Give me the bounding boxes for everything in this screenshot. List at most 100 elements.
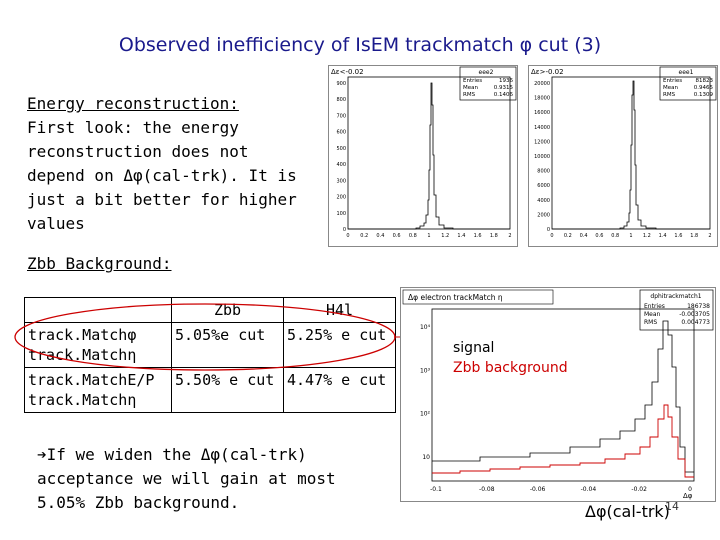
x-tick-label: 1.6 (674, 233, 682, 239)
y-tick-label: 18000 (534, 96, 550, 102)
arrow-icon: ➔ (37, 445, 47, 464)
x-tick-label: 1.2 (643, 233, 651, 239)
x-tick-label: 0.8 (611, 233, 619, 239)
x-tick-label: 1.4 (457, 233, 465, 239)
stats-key: Entries (663, 78, 682, 84)
x-tick-label: 0.4 (376, 233, 384, 239)
y-tick-labels: 10⁴ 10³ 10² 10 (420, 324, 431, 461)
stats-val: 81823 (696, 78, 714, 84)
y-tick-label: 6000 (537, 183, 550, 189)
efficiency-table: Zbb H4l track.Matchφ track.Matchη 5.05%e… (24, 297, 396, 413)
row-label-line: track.MatchE/P (28, 371, 155, 389)
y-tick-label: 10³ (420, 367, 431, 374)
y-tick-labels: 900 800 700 600 500 400 300 200 100 0 (336, 81, 346, 233)
highlight-annotation (14, 303, 428, 371)
stats-val: 0.1309 (694, 92, 714, 98)
zbb-histogram (432, 404, 694, 478)
stats-box: eee1 Entries 81823 Mean 0.9465 RMS 0.130… (659, 66, 717, 101)
stats-val: 1936 (499, 78, 513, 84)
x-tick-label: 0 (550, 233, 553, 239)
x-tick-label: 2 (708, 233, 711, 239)
x-tick-label: -0.04 (581, 486, 597, 493)
stats-val: 0.9465 (694, 85, 714, 91)
slide-title: Observed inefficiency of IsEM trackmatch… (118, 34, 602, 56)
page-number: 14 (665, 500, 679, 513)
energy-text-block: Energy reconstruction: First look: the e… (27, 92, 307, 236)
stats-title: dphitrackmatch1 (650, 293, 701, 300)
stats-key: RMS (644, 319, 657, 326)
x-tick-label: 1.4 (659, 233, 667, 239)
stats-val: 186738 (687, 303, 710, 310)
x-tick-label: 0.8 (409, 233, 417, 239)
y-tick-label: 200 (336, 195, 346, 201)
y-tick-label: 10² (420, 411, 431, 418)
y-tick-label: 0 (547, 227, 550, 233)
stats-key: RMS (663, 92, 676, 98)
row-label-line: track.Matchφ (28, 326, 137, 344)
y-tick-label: 500 (336, 146, 346, 152)
x-tick-label: 0.2 (564, 233, 572, 239)
x-tick-label: 1.2 (441, 233, 449, 239)
table-cell: 5.50% e cut (171, 367, 284, 413)
y-tick-labels: 2000018000160001400012000100008000600040… (534, 81, 550, 233)
histogram-line (552, 80, 710, 230)
table-cell: 5.25% e cut (283, 322, 396, 368)
x-tick-label: 1.6 (474, 233, 482, 239)
energy-line: depend on Δφ(cal-trk). It is (27, 166, 297, 185)
legend-zbb: Zbb background (453, 360, 568, 376)
x-tick-labels: 0 0.2 0.4 0.6 0.8 1 1.2 1.4 1.6 1.8 2 (346, 233, 511, 239)
stats-val: 0.004773 (681, 319, 710, 326)
x-tick-label: 0.4 (580, 233, 588, 239)
dphi-histogram: Δφ electron trackMatch η dphitrackmatch1… (400, 287, 716, 502)
y-tick-label: 16000 (534, 110, 550, 116)
conclusion-line: 5.05% Zbb background. (37, 493, 240, 512)
plot-header: Δε<-0.02 (331, 68, 364, 76)
stats-val: 0.1406 (494, 92, 514, 98)
y-tick-label: 700 (336, 113, 346, 119)
conclusion-line: If we widen the Δφ(cal-trk) (46, 445, 307, 464)
x-tick-label: 1.8 (690, 233, 698, 239)
conclusion-line: acceptance we will gain at most (37, 469, 336, 488)
stats-key: Entries (644, 303, 665, 310)
histogram-line (348, 82, 510, 230)
stats-val: -0.003705 (679, 311, 710, 318)
y-tick-label: 8000 (537, 169, 550, 175)
x-tick-label: -0.06 (530, 486, 546, 493)
table-header-cell: Zbb (171, 297, 284, 323)
plot-header: Δφ electron trackMatch η (408, 293, 503, 302)
table-cell: 4.47% e cut (283, 367, 396, 413)
x-tick-label: 0.6 (393, 233, 401, 239)
x-tick-label: 2 (508, 233, 511, 239)
x-tick-label: 1 (629, 233, 632, 239)
y-tick-label: 100 (336, 211, 346, 217)
signal-histogram (432, 320, 694, 473)
y-tick-label: 900 (336, 81, 346, 87)
x-tick-label: -0.02 (631, 486, 647, 493)
energy-histogram-high: Δε>-0.02 eee1 Entries 81823 Mean 0.9465 … (528, 65, 718, 247)
stats-box: eee2 Entries 1936 Mean 0.9315 RMS 0.1406 (459, 66, 517, 101)
y-tick-label: 10 (422, 454, 430, 461)
stats-box: dphitrackmatch1 Entries 186738 Mean -0.0… (639, 289, 714, 331)
y-tick-label: 400 (336, 162, 346, 168)
highlight-ellipse (14, 303, 396, 371)
y-tick-label: 600 (336, 130, 346, 136)
stats-key: Mean (644, 311, 661, 318)
x-tick-label: 0 (346, 233, 349, 239)
stats-val: 0.9315 (494, 85, 514, 91)
row-label-line: track.Matchη (28, 346, 137, 364)
x-tick-label: 0.2 (360, 233, 368, 239)
legend-signal: signal (453, 340, 495, 356)
table-row-label: track.MatchE/P track.Matchη (24, 367, 172, 413)
energy-line: reconstruction does not (27, 142, 249, 161)
energy-line: First look: the energy (27, 118, 239, 137)
energy-line: just a bit better for higher (27, 190, 297, 209)
x-axis-unit: Δφ (683, 492, 693, 500)
plot-header: Δε>-0.02 (531, 68, 564, 76)
energy-histogram-low: Δε<-0.02 eee2 Entries 1936 Mean 0.9315 R… (328, 65, 518, 247)
y-tick-label: 12000 (534, 139, 550, 145)
stats-key: Mean (463, 85, 478, 91)
energy-heading: Energy reconstruction: (27, 94, 239, 113)
y-tick-label: 2000 (537, 212, 550, 218)
dphi-label: Δφ(cal-trk) (585, 502, 670, 521)
y-tick-label: 800 (336, 97, 346, 103)
